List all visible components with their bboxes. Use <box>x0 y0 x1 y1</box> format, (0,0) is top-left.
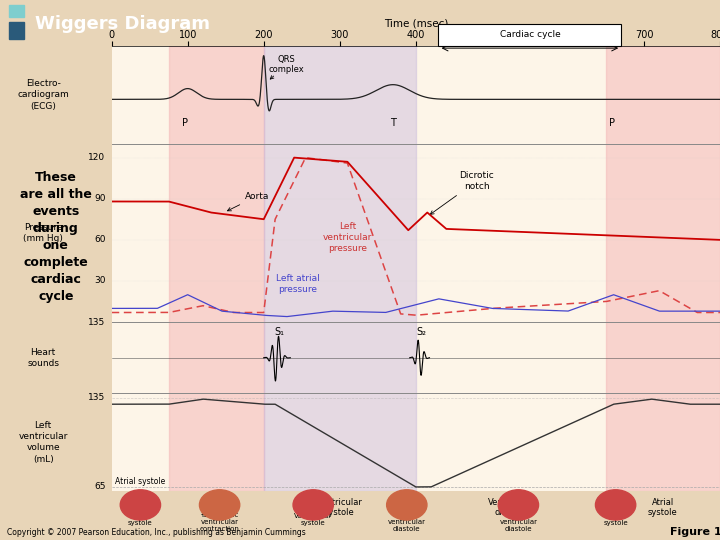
Text: These
are all the
events
during
one
complete
cardiac
cycle: These are all the events during one comp… <box>20 171 91 302</box>
Text: Left atrial
pressure: Left atrial pressure <box>276 274 320 294</box>
Text: Atrial
systole: Atrial systole <box>603 514 628 526</box>
Text: Left
ventricular
pressure: Left ventricular pressure <box>323 221 372 253</box>
Text: 30: 30 <box>94 276 106 286</box>
Text: QRS
complex: QRS complex <box>269 55 305 79</box>
Text: S₂: S₂ <box>416 327 426 336</box>
Bar <box>9 22 24 39</box>
Text: Aorta: Aorta <box>228 192 269 211</box>
Text: Atrial
systole: Atrial systole <box>128 514 153 526</box>
Text: 135: 135 <box>89 318 106 327</box>
Text: T: T <box>390 118 396 129</box>
Text: Ventricular
diastole: Ventricular diastole <box>488 498 534 517</box>
Text: Electro-
cardiogram
(ECG): Electro- cardiogram (ECG) <box>17 79 69 111</box>
Text: Ventricular
systole: Ventricular systole <box>294 514 332 526</box>
Text: Late
ventricular
diastole: Late ventricular diastole <box>500 512 537 532</box>
Text: Early
ventricular
diastole: Early ventricular diastole <box>388 512 426 532</box>
Text: Pressure
(mm Hg): Pressure (mm Hg) <box>23 223 63 243</box>
Bar <box>264 46 416 491</box>
Text: P: P <box>182 118 189 129</box>
Text: Atrial
systole: Atrial systole <box>648 498 678 517</box>
Text: Atrial
systole: Atrial systole <box>201 498 230 517</box>
Text: Ventricular
systole: Ventricular systole <box>317 498 363 517</box>
Bar <box>606 46 720 491</box>
Text: Atrial systole: Atrial systole <box>115 477 166 486</box>
Text: 120: 120 <box>89 153 106 162</box>
X-axis label: Time (msec): Time (msec) <box>384 19 448 29</box>
Text: 90: 90 <box>94 194 106 203</box>
Bar <box>9 5 24 17</box>
Text: P: P <box>609 118 615 129</box>
Bar <box>168 46 264 491</box>
Text: 65: 65 <box>94 482 106 491</box>
Text: Wiggers Diagram: Wiggers Diagram <box>35 15 210 33</box>
Text: 135: 135 <box>89 393 106 402</box>
Text: Cardiac cycle: Cardiac cycle <box>500 30 560 39</box>
Text: Isovolumic
ventricular
contraction: Isovolumic ventricular contraction <box>199 512 240 532</box>
Text: Left
ventricular
volume
(mL): Left ventricular volume (mL) <box>19 421 68 463</box>
Text: Heart
sounds: Heart sounds <box>27 348 59 368</box>
Text: Copyright © 2007 Pearson Education, Inc., publishing as Benjamin Cummings: Copyright © 2007 Pearson Education, Inc.… <box>7 528 306 537</box>
FancyBboxPatch shape <box>438 24 621 46</box>
Text: 60: 60 <box>94 235 106 245</box>
Text: Dicrotic
notch: Dicrotic notch <box>431 171 494 214</box>
Text: Figure 14-26: Figure 14-26 <box>670 527 720 537</box>
Text: S₁: S₁ <box>274 327 284 336</box>
